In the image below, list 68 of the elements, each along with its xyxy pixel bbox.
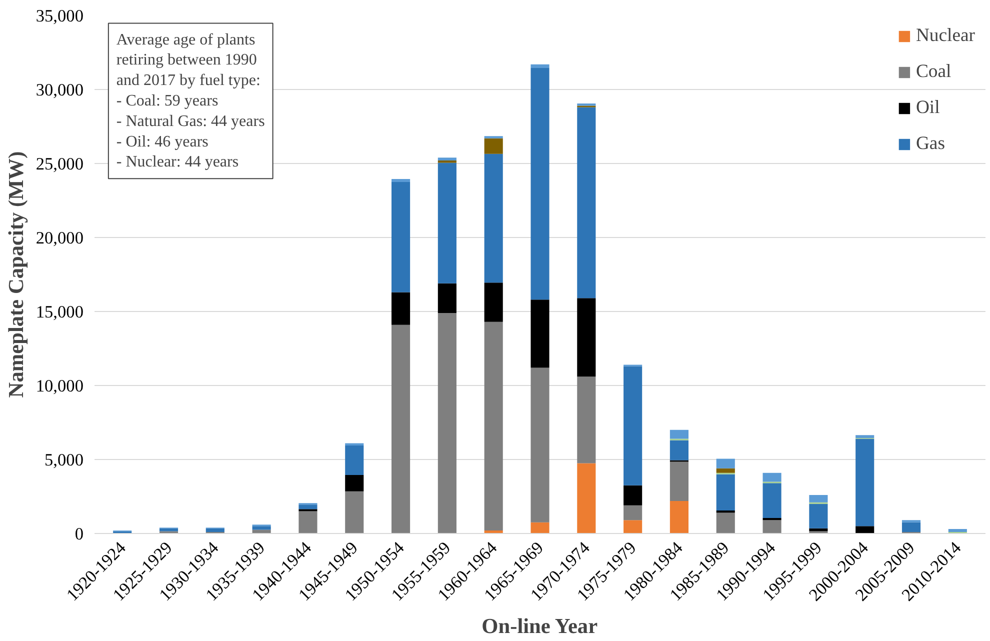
- bar: [856, 435, 874, 438]
- bar: [438, 162, 456, 284]
- bar: [856, 438, 874, 526]
- y-tick-label: 30,000: [36, 80, 84, 100]
- bar: [624, 520, 642, 534]
- bar: [484, 138, 503, 154]
- bar: [298, 504, 318, 510]
- bar: [762, 472, 782, 482]
- legend-label: Oil: [916, 97, 940, 119]
- bar: [670, 440, 688, 460]
- bar: [624, 485, 642, 506]
- x-axis-title: On-line Year: [482, 614, 598, 638]
- bar: [624, 505, 642, 520]
- y-tick-label: 10,000: [36, 376, 84, 396]
- bar: [159, 528, 178, 532]
- bar: [948, 529, 967, 532]
- bar: [670, 462, 688, 501]
- bar: [438, 283, 456, 313]
- bar: [577, 463, 596, 534]
- bar: [252, 526, 271, 530]
- bar: [392, 179, 410, 182]
- bar: [392, 292, 410, 325]
- y-tick-label: 15,000: [36, 302, 84, 322]
- bar: [530, 368, 550, 522]
- bar: [484, 154, 503, 283]
- bar: [484, 322, 503, 531]
- y-tick-label: 0: [74, 524, 84, 544]
- bar: [530, 68, 550, 300]
- bar: [484, 282, 503, 322]
- bar: [624, 366, 642, 486]
- bar: [856, 526, 874, 534]
- bar: [762, 518, 782, 520]
- bar: [716, 512, 735, 534]
- bar: [530, 300, 550, 368]
- legend-label: Nuclear: [916, 25, 975, 47]
- y-tick-label: 35,000: [36, 6, 84, 26]
- bar: [345, 475, 364, 492]
- y-tick-label: 20,000: [36, 228, 84, 248]
- bar: [206, 528, 224, 532]
- bar: [345, 491, 364, 534]
- bar: [902, 522, 921, 532]
- bar: [392, 182, 410, 292]
- y-tick-label: 5,000: [44, 450, 84, 470]
- bar: [577, 107, 596, 298]
- annotation: Average age of plants retiring between 1990 and 2017 by fuel type: - Coal: 59 years - Natural Gas: 44 years - Oil: 46 years - Nuclear: 44 years: [116, 31, 265, 171]
- bar: [438, 158, 456, 161]
- y-axis-title: Nameplate Capacity (MW): [4, 151, 28, 398]
- bar: [577, 376, 596, 464]
- legend-label: Coal: [916, 61, 952, 83]
- bar: [809, 495, 828, 502]
- bar: [530, 522, 550, 534]
- bar: [670, 500, 688, 534]
- y-tick-label: 25,000: [36, 154, 84, 174]
- bar: [716, 458, 735, 468]
- legend-label: Gas: [916, 133, 945, 155]
- bar: [762, 483, 782, 518]
- bar: [345, 445, 364, 476]
- bar: [577, 298, 596, 377]
- bar: [392, 324, 410, 534]
- bar: [762, 520, 782, 534]
- bar: [438, 312, 456, 534]
- bar: [716, 474, 735, 511]
- bar: [298, 511, 318, 534]
- bar: [670, 430, 688, 439]
- bar: [809, 528, 828, 532]
- bar: [530, 64, 550, 68]
- bar: [809, 504, 828, 528]
- bar: [716, 468, 735, 473]
